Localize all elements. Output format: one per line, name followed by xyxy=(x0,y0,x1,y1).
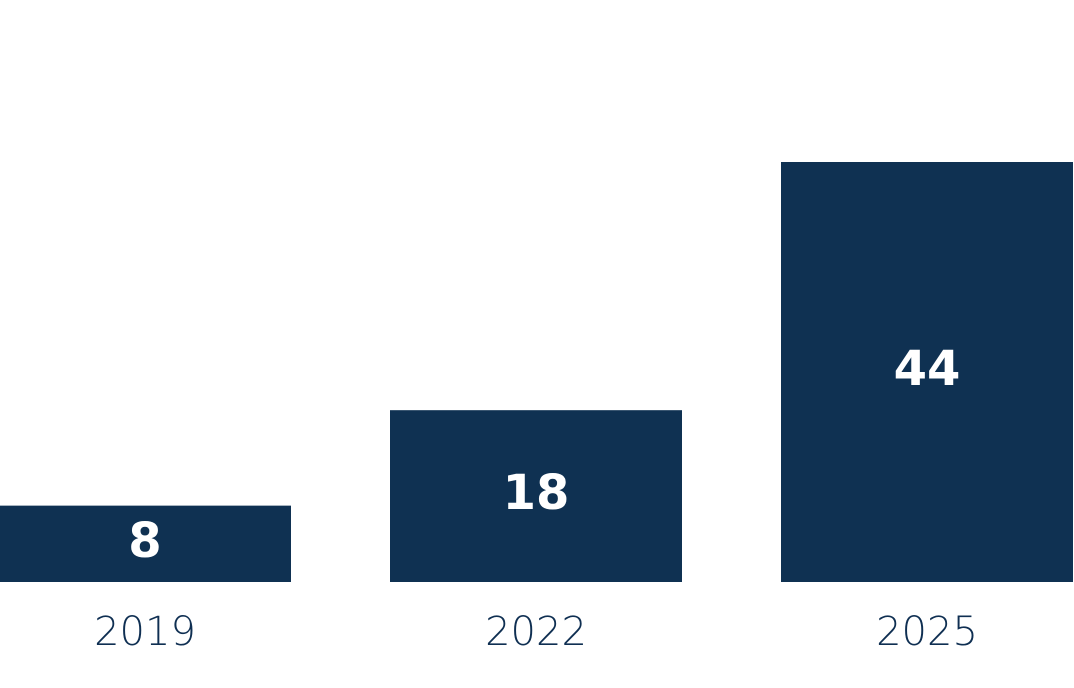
value-label: 18 xyxy=(503,465,570,521)
x-tick-label: 2019 xyxy=(94,609,196,655)
x-tick-label: 2025 xyxy=(876,609,978,655)
value-label: 44 xyxy=(894,341,961,397)
value-label: 8 xyxy=(128,513,161,569)
x-tick-label: 2022 xyxy=(485,609,587,655)
bar xyxy=(0,505,291,582)
bar xyxy=(781,162,1073,582)
bar xyxy=(390,410,682,582)
